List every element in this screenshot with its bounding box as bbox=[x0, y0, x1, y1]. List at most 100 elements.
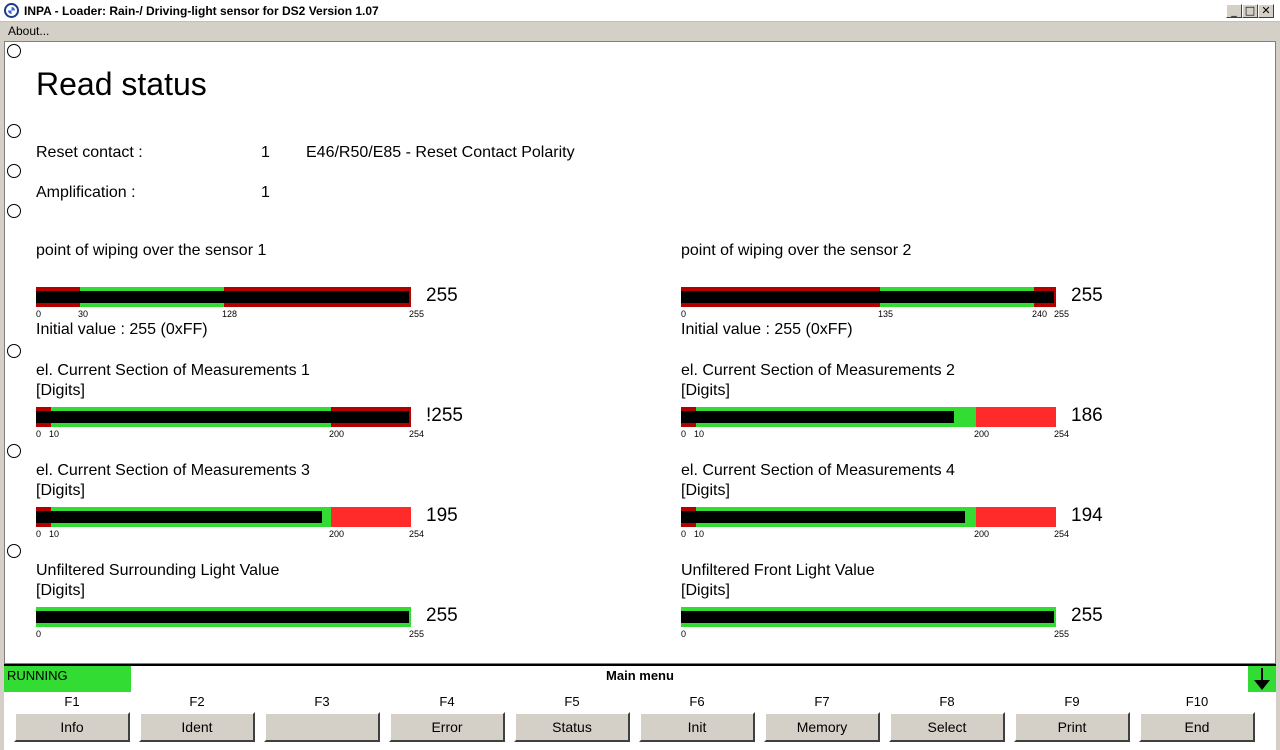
fkey-label: F2 bbox=[189, 694, 205, 709]
gauge-unit: [Digits] bbox=[681, 382, 730, 399]
gauge-value: 255 bbox=[426, 605, 458, 626]
gauge-title: el. Current Section of Measurements 3 bbox=[36, 462, 310, 479]
fkey-button-f3[interactable] bbox=[264, 712, 380, 742]
gauge-high-range bbox=[976, 407, 1056, 427]
fkey-group: F9 Print bbox=[1014, 692, 1130, 742]
fkey-label: F5 bbox=[564, 694, 580, 709]
fkey-group: F4 Error bbox=[389, 692, 505, 742]
gauge-tick-label: 200 bbox=[329, 429, 345, 439]
maximize-icon[interactable]: □ bbox=[1242, 4, 1258, 18]
fkey-group: F2 Ident bbox=[139, 692, 255, 742]
amplification-value: 1 bbox=[261, 184, 270, 201]
gauge-tick-label: 135 bbox=[878, 309, 894, 319]
gauge-tick-label: 10 bbox=[694, 529, 705, 539]
gauge-bar bbox=[36, 287, 411, 307]
gauge-bar bbox=[681, 607, 1056, 627]
amplification-label: Amplification : bbox=[36, 184, 136, 201]
gauge-fill bbox=[36, 411, 409, 423]
gauge-tick-label: 255 bbox=[409, 629, 425, 639]
gauge-bar bbox=[36, 607, 411, 627]
fkey-label: F6 bbox=[689, 694, 705, 709]
close-icon[interactable]: ✕ bbox=[1258, 4, 1274, 18]
page-title: Read status bbox=[36, 66, 207, 102]
fkey-button-f10[interactable]: End bbox=[1139, 712, 1255, 742]
gauge-tick-label: 0 bbox=[681, 429, 687, 439]
gauge-tick-label: 240 bbox=[1032, 309, 1048, 319]
gauge-title: el. Current Section of Measurements 2 bbox=[681, 362, 955, 379]
gauge-bar bbox=[36, 507, 411, 527]
gauge-bar bbox=[36, 407, 411, 427]
gauge-tick-label: 200 bbox=[329, 529, 345, 539]
gauge-fill bbox=[681, 411, 954, 423]
gauge-tick-label: 0 bbox=[681, 529, 687, 539]
fkey-label: F10 bbox=[1185, 694, 1209, 709]
gauge-value: 195 bbox=[426, 505, 458, 526]
arrow-down-icon[interactable] bbox=[1248, 666, 1276, 692]
gauge-tick-label: 30 bbox=[78, 309, 89, 319]
gauge-unit: [Digits] bbox=[36, 582, 85, 599]
gauge-tick-label: 0 bbox=[36, 529, 42, 539]
gauge-bar bbox=[681, 287, 1056, 307]
menu-bar: About... bbox=[0, 22, 1280, 41]
menu-about[interactable]: About... bbox=[8, 24, 50, 38]
gauge-tick-label: 10 bbox=[694, 429, 705, 439]
fkey-button-f8[interactable]: Select bbox=[889, 712, 1005, 742]
fkey-group: F7 Memory bbox=[764, 692, 880, 742]
fkey-button-f7[interactable]: Memory bbox=[764, 712, 880, 742]
radio-button[interactable] bbox=[7, 44, 21, 58]
reset-contact-note: E46/R50/E85 - Reset Contact Polarity bbox=[306, 144, 575, 161]
gauge-title: el. Current Section of Measurements 4 bbox=[681, 462, 955, 479]
reset-contact-label: Reset contact : bbox=[36, 144, 143, 161]
gauge-fill bbox=[681, 291, 1054, 303]
gauge-title: Unfiltered Front Light Value bbox=[681, 562, 875, 579]
gauge-value: 255 bbox=[1071, 285, 1103, 306]
radio-button[interactable] bbox=[7, 344, 21, 358]
fkey-label: F1 bbox=[64, 694, 80, 709]
function-key-bar: F1 Info F2 Ident F3 F4 Error F5 Status F6 Init F7 Me… bbox=[4, 692, 1276, 750]
gauge-tick-label: 0 bbox=[681, 309, 687, 319]
fkey-label: F4 bbox=[439, 694, 455, 709]
gauge-fill bbox=[36, 611, 409, 623]
fkey-button-f5[interactable]: Status bbox=[514, 712, 630, 742]
fkey-button-f2[interactable]: Ident bbox=[139, 712, 255, 742]
fkey-group: F5 Status bbox=[514, 692, 630, 742]
radio-button[interactable] bbox=[7, 204, 21, 218]
gauge-tick-label: 10 bbox=[49, 529, 60, 539]
fkey-button-f4[interactable]: Error bbox=[389, 712, 505, 742]
minimize-icon[interactable]: _ bbox=[1226, 4, 1242, 18]
radio-button[interactable] bbox=[7, 444, 21, 458]
title-bar: INPA - Loader: Rain-/ Driving-light sens… bbox=[0, 0, 1280, 22]
gauge-tick-label: 255 bbox=[409, 309, 425, 319]
reset-contact-value: 1 bbox=[261, 144, 270, 161]
fkey-label: F8 bbox=[939, 694, 955, 709]
fkey-button-f1[interactable]: Info bbox=[14, 712, 130, 742]
gauge-title: point of wiping over the sensor 2 bbox=[681, 242, 912, 259]
gauge-high-range bbox=[331, 507, 411, 527]
gauge-fill bbox=[36, 511, 322, 523]
gauge-bar bbox=[681, 507, 1056, 527]
gauge-bar bbox=[681, 407, 1056, 427]
fkey-label: F7 bbox=[814, 694, 830, 709]
bmw-logo-icon[interactable] bbox=[4, 3, 19, 18]
radio-button[interactable] bbox=[7, 164, 21, 178]
radio-button[interactable] bbox=[7, 544, 21, 558]
gauge-tick-label: 200 bbox=[974, 529, 990, 539]
radio-button[interactable] bbox=[7, 124, 21, 138]
fkey-group: F3 bbox=[264, 692, 380, 742]
gauge-value: 186 bbox=[1071, 405, 1103, 426]
gauge-fill bbox=[681, 511, 965, 523]
gauge-value: 255 bbox=[426, 285, 458, 306]
gauge-initial-value: Initial value : 255 (0xFF) bbox=[681, 321, 853, 338]
gauge-fill bbox=[36, 291, 409, 303]
gauge-title: el. Current Section of Measurements 1 bbox=[36, 362, 310, 379]
gauge-value: 255 bbox=[1071, 605, 1103, 626]
fkey-button-f9[interactable]: Print bbox=[1014, 712, 1130, 742]
gauge-title: point of wiping over the sensor 1 bbox=[36, 242, 267, 259]
gauge-initial-value: Initial value : 255 (0xFF) bbox=[36, 321, 208, 338]
menu-title: Main menu bbox=[606, 668, 674, 683]
fkey-label: F3 bbox=[314, 694, 330, 709]
fkey-button-f6[interactable]: Init bbox=[639, 712, 755, 742]
gauge-tick-label: 254 bbox=[409, 429, 425, 439]
gauge-tick-label: 254 bbox=[1054, 429, 1070, 439]
fkey-group: F8 Select bbox=[889, 692, 1005, 742]
